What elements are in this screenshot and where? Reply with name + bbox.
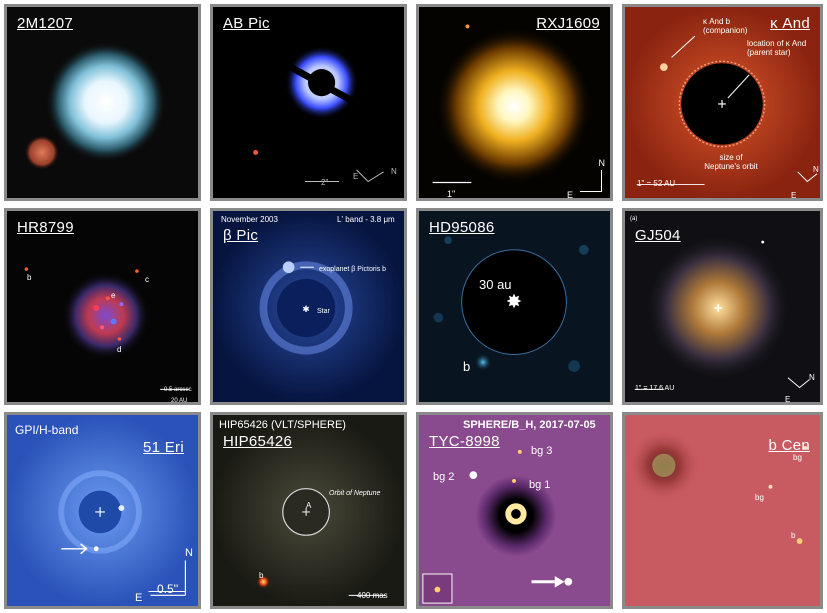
panel-2m1207-image: [24, 41, 167, 170]
panel-hd95086-image: ✸: [433, 236, 589, 372]
bg2-label: bg 2: [433, 471, 455, 483]
scale-label: 1": [447, 189, 456, 199]
panel-beta-pic-image: ✱: [213, 211, 404, 402]
panel-tyc-8998-image: [419, 415, 610, 606]
panel-b-cen-image: [625, 415, 820, 606]
panel-title: b Cen: [768, 437, 810, 454]
scale-label: 2": [321, 178, 329, 187]
panel-gj504-image: [634, 235, 810, 390]
planet-label: exoplanet β Pictoris b: [319, 266, 387, 273]
star-a-label: A: [306, 501, 312, 510]
scale-label: 0.5'': [157, 582, 179, 596]
panel-title: HD95086: [429, 219, 495, 236]
planet-d-label: d: [117, 345, 122, 354]
panel-title: RXJ1609: [536, 15, 600, 32]
parent-star-label: location of κ And (parent star): [747, 39, 807, 57]
svg-text:✸: ✸: [506, 291, 522, 313]
orbit-label: size of Neptune's orbit: [704, 153, 758, 171]
panel-b-cen: b Cen bg bg b: [622, 412, 823, 609]
distance-label: 30 au: [479, 277, 512, 292]
bg-label: bg: [755, 493, 764, 502]
east-label: E: [353, 172, 359, 181]
panel-title: HIP65426: [223, 433, 293, 450]
date-label: November 2003: [221, 215, 278, 224]
north-label: N: [185, 547, 193, 559]
scale-label: 400 mas: [357, 591, 388, 600]
planet-b-label: b: [463, 359, 471, 374]
svg-text:✱: ✱: [302, 304, 309, 314]
scale-bottom-label: 20 AU: [171, 398, 188, 404]
band-label: L' band - 3.8 μm: [337, 215, 395, 224]
planet-b-label: b: [791, 531, 796, 540]
planet-e-label: e: [111, 291, 116, 300]
orbit-label: Orbit of Neptune: [329, 490, 381, 497]
panel-gj504: (a) GJ504 1" = 17.6 AU N E: [622, 208, 823, 405]
panel-hip65426: HIP65426 (VLT/SPHERE) HIP65426 Orbit of …: [210, 412, 407, 609]
panel-title: β Pic: [223, 227, 259, 244]
panel-tyc-8998: SPHERE/B_H, 2017-07-05 TYC-8998 bg 1 bg …: [416, 412, 613, 609]
panel-title: AB Pic: [223, 15, 270, 32]
panel-title: 2M1207: [17, 15, 74, 32]
corner-label: (a): [630, 216, 638, 222]
planet-c-label: c: [145, 275, 149, 284]
instrument-header: HIP65426 (VLT/SPHERE): [219, 419, 346, 431]
panel-51-eri: GPI/H-band 51 Eri N E 0.5'': [4, 412, 201, 609]
panel-hip65426-image: [213, 415, 404, 606]
east-label: E: [785, 395, 791, 404]
band-header: GPI/H-band: [15, 423, 79, 437]
north-label: N: [809, 373, 815, 382]
panel-hr8799: HR8799 b c d e 0.5 arcsec 20 AU: [4, 208, 201, 405]
panel-kappa-and-image: [625, 7, 820, 198]
east-label: E: [567, 190, 574, 200]
north-label: N: [598, 158, 606, 168]
east-label: E: [791, 191, 797, 200]
star-label: Star: [317, 308, 330, 315]
north-label: N: [391, 167, 397, 176]
instrument-header: SPHERE/B_H, 2017-07-05: [463, 419, 596, 431]
panel-title: GJ504: [635, 227, 681, 244]
panel-beta-pic: ✱ November 2003 L' band - 3.8 μm β Pic e…: [210, 208, 407, 405]
compass: N E: [567, 158, 605, 198]
panel-2m1207: 2M1207: [4, 4, 201, 201]
panel-hr8799-image: [24, 267, 190, 390]
panel-hd95086: ✸ HD95086 30 au b: [416, 208, 613, 405]
panel-ab-pic: AB Pic 2" E N: [210, 4, 407, 201]
planet-b-label: b: [27, 273, 32, 282]
panel-title: TYC-8998: [429, 433, 500, 450]
panel-title: 51 Eri: [143, 439, 184, 456]
companion-label: κ And b (companion): [703, 17, 748, 35]
panel-rxj1609: RXJ1609 1" N E: [416, 4, 613, 201]
panel-ab-pic-image: [253, 45, 384, 183]
scale-top-label: 0.5 arcsec: [164, 387, 192, 393]
north-label: N: [813, 165, 819, 174]
planet-b-label: b: [259, 571, 264, 580]
panel-title: κ And: [770, 15, 810, 32]
panel-51-eri-image: [7, 415, 198, 606]
bg-label: bg: [793, 453, 802, 462]
panel-kappa-and: κ And b (companion) κ And location of κ …: [622, 4, 823, 201]
bg3-label: bg 3: [531, 445, 553, 457]
east-label: E: [135, 592, 143, 604]
scale-label: 1" = 17.6 AU: [635, 385, 675, 392]
bg1-label: bg 1: [529, 479, 551, 491]
panel-rxj1609-image: [432, 24, 592, 184]
scale-label: 1" = 52 AU: [637, 179, 676, 188]
panel-title: HR8799: [17, 219, 74, 236]
